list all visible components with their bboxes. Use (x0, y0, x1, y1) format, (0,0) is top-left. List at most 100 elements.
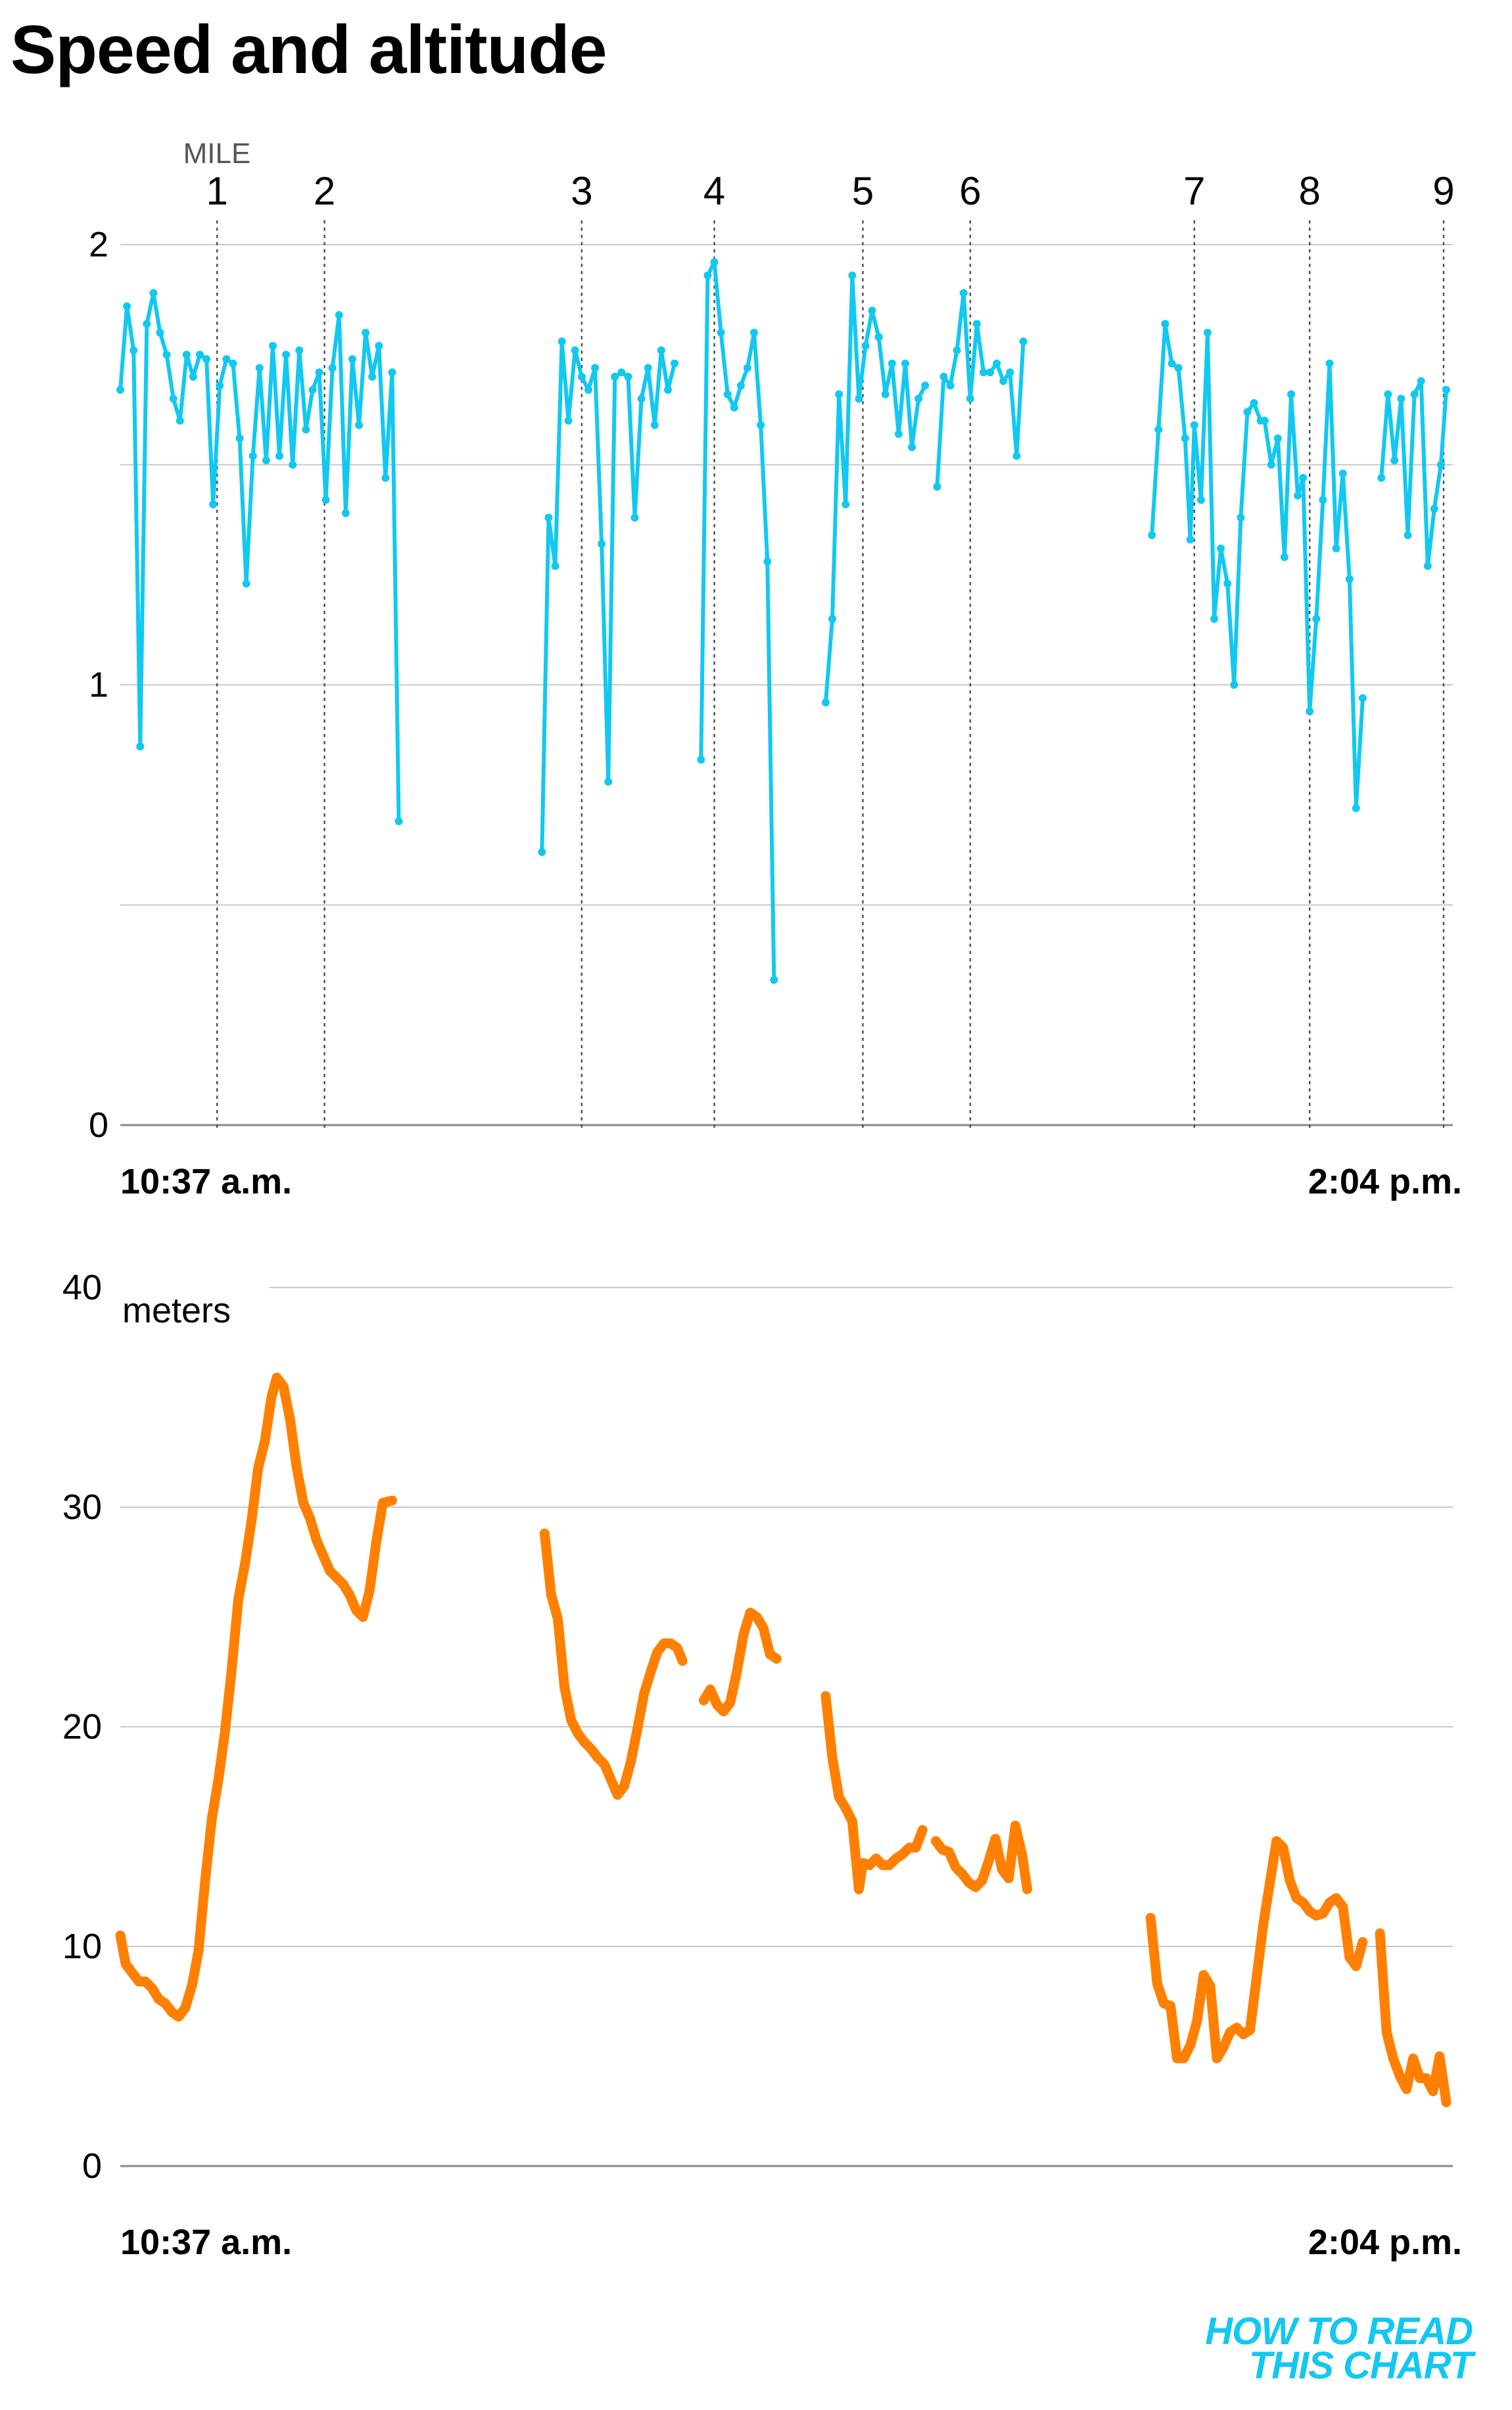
speed-point (196, 350, 204, 359)
speed-point (136, 742, 145, 751)
speed-point (763, 558, 772, 566)
logo-line-2: THIS CHART (1248, 2344, 1473, 2387)
speed-point (1168, 359, 1176, 368)
speed-point (262, 456, 270, 465)
speed-point (1148, 531, 1156, 539)
altitude-unit-label: meters (122, 1291, 231, 1330)
altitude-line-segment (1145, 1836, 1368, 2063)
speed-points (116, 258, 1450, 984)
speed-line-segment (824, 273, 928, 705)
speed-point (1325, 359, 1334, 368)
speed-point (182, 350, 191, 359)
speed-y-tick-labels: 0 1 2 (89, 225, 108, 1145)
speed-point (757, 421, 765, 429)
speed-point (598, 540, 606, 548)
speed-point (1174, 364, 1183, 372)
speed-line-segment (118, 291, 401, 823)
altitude-line-segment (539, 1528, 688, 1800)
speed-x-tick-end: 2:04 p.m. (1308, 1162, 1462, 1201)
speed-line-segment (1150, 322, 1365, 810)
altitude-y-tick-label: 10 (62, 1927, 102, 1966)
speed-point (1345, 575, 1354, 583)
speed-point (914, 395, 923, 403)
speed-point (1377, 473, 1386, 482)
speed-point (1338, 470, 1347, 478)
speed-point (577, 372, 586, 381)
speed-point (921, 381, 930, 390)
speed-point (381, 473, 390, 482)
altitude-line-segment (931, 1820, 1033, 1894)
altitude-x-tick-end: 2:04 p.m. (1308, 2223, 1462, 2262)
speed-point (617, 368, 626, 377)
altitude-y-tick-label: 0 (82, 2146, 102, 2186)
speed-point (216, 381, 224, 390)
mile-marker-label: 3 (571, 169, 592, 213)
speed-point (1267, 460, 1275, 469)
speed-point (828, 615, 837, 623)
speed-point (1196, 496, 1205, 504)
speed-point (295, 346, 304, 354)
speed-point (1390, 456, 1399, 465)
speed-point (895, 429, 903, 438)
speed-point (269, 342, 277, 350)
speed-point (881, 390, 889, 398)
speed-point (611, 372, 619, 381)
speed-point (1410, 390, 1419, 398)
speed-point (855, 395, 863, 403)
speed-point (1430, 504, 1438, 513)
speed-point (176, 416, 184, 425)
speed-point (973, 320, 981, 328)
speed-point (1237, 514, 1245, 522)
speed-point (1384, 390, 1392, 398)
speed-point (1243, 408, 1252, 416)
speed-point (229, 359, 237, 368)
speed-point (362, 328, 370, 337)
speed-point (933, 483, 941, 491)
speed-point (946, 381, 955, 390)
speed-point (624, 372, 632, 381)
speed-point (1397, 395, 1406, 403)
speed-line-segment (1379, 379, 1448, 568)
speed-point (959, 289, 968, 297)
logo-line-1: HOW TO READ (1205, 2310, 1473, 2353)
mile-marker-lines (216, 220, 1445, 1130)
speed-point (717, 328, 725, 337)
speed-point (874, 333, 883, 341)
speed-point (1404, 531, 1412, 539)
speed-point (822, 698, 830, 707)
speed-point (730, 403, 738, 412)
speed-point (308, 385, 317, 394)
mile-marker-label: 8 (1299, 169, 1321, 213)
speed-point (671, 359, 679, 368)
speed-point (1358, 694, 1367, 702)
speed-point (1012, 452, 1021, 460)
speed-line-segment (540, 339, 677, 854)
altitude-x-tick-start: 10:37 a.m. (120, 2223, 292, 2262)
speed-point (1287, 390, 1295, 398)
speed-point (901, 359, 910, 368)
speed-point (637, 395, 646, 403)
speed-point (1217, 544, 1225, 552)
speed-point (1250, 399, 1258, 407)
speed-point (868, 306, 876, 315)
speed-point (375, 342, 383, 350)
speed-point (750, 328, 759, 337)
speed-point (116, 385, 124, 394)
speed-point (348, 355, 356, 364)
speed-y-tick-label: 0 (89, 1105, 108, 1145)
speed-point (1203, 328, 1212, 337)
altitude-line-segment (115, 1372, 397, 2022)
speed-point (744, 364, 751, 372)
speed-y-tick-label: 2 (89, 225, 108, 264)
altitude-line-segment (820, 1691, 928, 1894)
speed-point (156, 328, 164, 337)
speed-point (986, 368, 995, 377)
speed-point (202, 355, 211, 364)
speed-point (861, 342, 870, 350)
mile-label: MILE (183, 137, 251, 170)
speed-point (1006, 368, 1014, 377)
speed-y-tick-label: 1 (89, 665, 108, 705)
speed-point (1299, 473, 1308, 482)
speed-point (328, 364, 337, 372)
how-to-read-this-chart-logo[interactable]: HOW TO READ THIS CHART (1205, 2310, 1473, 2387)
